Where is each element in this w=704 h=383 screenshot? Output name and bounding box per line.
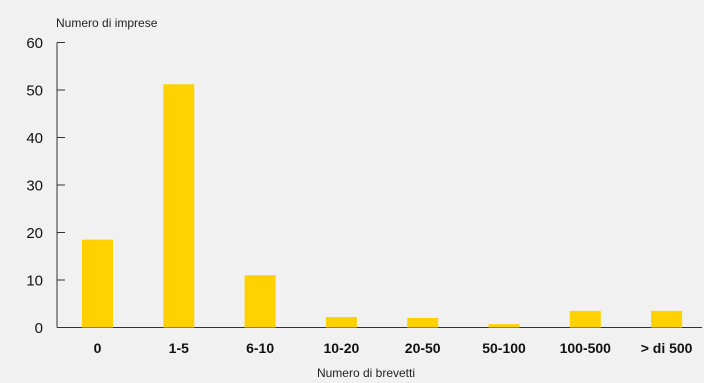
x-tick-label: 100-500: [560, 340, 612, 356]
bar-7: [651, 310, 683, 328]
bar-0: [82, 239, 113, 328]
y-tick-label: 10: [26, 273, 43, 290]
y-tick-label: 0: [35, 320, 43, 337]
x-tick-label: 50-100: [482, 340, 526, 356]
y-axis-ticks: 0 10 20 30 40 50 60: [26, 35, 65, 337]
x-tick-label: 6-10: [246, 340, 274, 356]
y-tick-label: 20: [26, 225, 43, 242]
bar-1: [163, 84, 195, 328]
y-tick-label: 60: [26, 35, 43, 52]
x-tick-label: 1-5: [169, 340, 189, 356]
x-axis-tick-labels: 0 1-5 6-10 10-20 20-50 50-100 100-500 > di 500: [94, 340, 693, 356]
y-tick-label: 50: [26, 83, 43, 100]
y-tick-label: 40: [26, 130, 43, 147]
bar-6: [569, 310, 601, 328]
y-tick-label: 30: [26, 178, 43, 195]
bar-4: [407, 318, 439, 328]
bar-5: [488, 324, 520, 328]
x-tick-label: 0: [94, 340, 102, 356]
bars: [82, 84, 683, 328]
x-axis-title: Numero di brevetti: [317, 366, 415, 380]
y-axis-title: Numero di imprese: [56, 16, 158, 30]
x-tick-label: 10-20: [323, 340, 359, 356]
x-tick-label: 20-50: [405, 340, 441, 356]
bar-2: [244, 275, 276, 328]
x-tick-label: > di 500: [641, 340, 693, 356]
bar-3: [325, 317, 357, 328]
